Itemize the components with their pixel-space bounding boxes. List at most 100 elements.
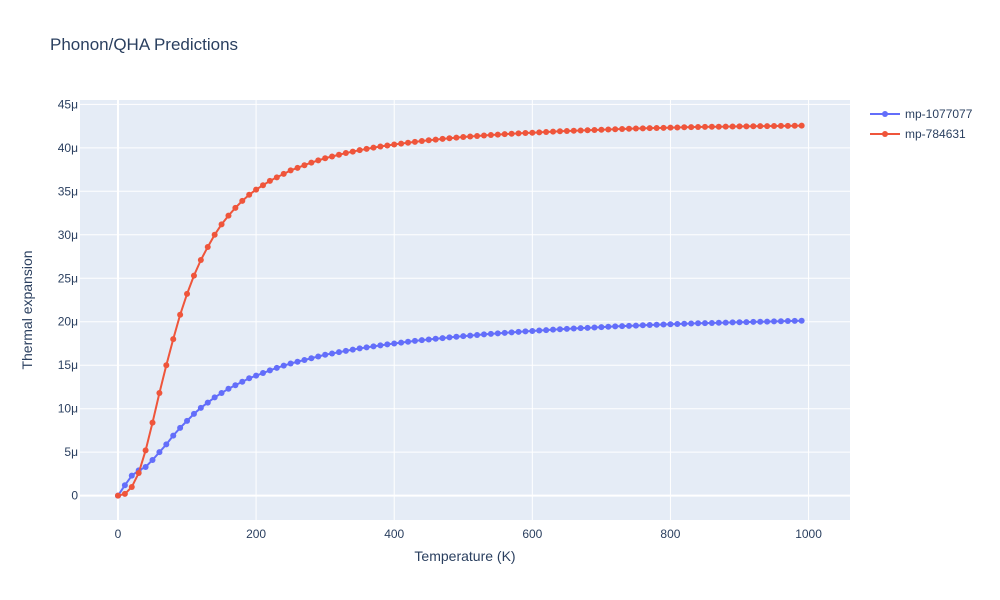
data-point[interactable] [190,272,197,279]
data-point[interactable] [128,472,135,479]
data-point[interactable] [736,123,743,130]
series-mp-1077077[interactable] [114,317,805,499]
data-point[interactable] [612,126,619,133]
data-point[interactable] [660,124,667,131]
data-point[interactable] [591,127,598,133]
data-point[interactable] [494,330,501,337]
data-point[interactable] [114,492,121,499]
data-point[interactable] [757,318,764,325]
data-point[interactable] [791,122,798,129]
data-point[interactable] [543,129,550,135]
data-point[interactable] [529,129,536,136]
data-point[interactable] [418,138,425,145]
data-point[interactable] [653,321,660,328]
data-point[interactable] [197,257,204,263]
data-point[interactable] [370,144,377,151]
data-point[interactable] [543,327,550,334]
data-point[interactable] [439,335,446,342]
data-point[interactable] [418,337,425,344]
data-point[interactable] [695,320,702,327]
data-point[interactable] [550,128,557,135]
data-point[interactable] [646,125,653,132]
data-point[interactable] [342,347,349,354]
data-point[interactable] [253,372,260,379]
data-point[interactable] [384,341,391,348]
data-point[interactable] [515,328,522,335]
data-point[interactable] [487,330,494,337]
data-point[interactable] [322,155,329,162]
data-point[interactable] [771,318,778,325]
data-point[interactable] [563,128,570,135]
data-point[interactable] [142,447,149,454]
data-point[interactable] [494,131,501,138]
data-point[interactable] [529,327,536,334]
data-point[interactable] [508,130,515,137]
data-point[interactable] [211,394,218,401]
data-point[interactable] [349,346,356,353]
data-point[interactable] [398,140,405,147]
data-point[interactable] [384,142,391,149]
data-point[interactable] [688,124,695,131]
data-point[interactable] [453,333,460,340]
data-point[interactable] [667,124,674,131]
data-point[interactable] [405,338,412,345]
data-point[interactable] [177,311,184,318]
data-point[interactable] [632,322,639,329]
data-point[interactable] [218,221,225,228]
data-point[interactable] [708,319,715,326]
data-point[interactable] [391,340,398,347]
data-point[interactable] [536,129,543,136]
data-point[interactable] [701,123,708,130]
data-point[interactable] [784,122,791,129]
data-point[interactable] [715,319,722,326]
data-point[interactable] [598,324,605,331]
data-point[interactable] [771,123,778,129]
data-point[interactable] [349,148,356,155]
data-point[interactable] [405,139,412,146]
data-point[interactable] [329,350,336,357]
data-point[interactable] [715,123,722,130]
data-point[interactable] [480,331,487,338]
data-point[interactable] [170,432,177,439]
data-point[interactable] [522,130,529,137]
data-point[interactable] [432,136,439,143]
data-point[interactable] [363,344,370,351]
data-point[interactable] [335,349,342,356]
data-point[interactable] [156,390,163,397]
data-point[interactable] [411,138,418,145]
data-point[interactable] [177,424,184,431]
data-point[interactable] [287,167,294,174]
data-point[interactable] [501,131,508,138]
data-point[interactable] [632,125,639,132]
data-point[interactable] [218,390,225,397]
data-point[interactable] [570,325,577,332]
data-point[interactable] [294,164,301,171]
data-point[interactable] [626,322,633,329]
data-point[interactable] [398,339,405,346]
data-point[interactable] [446,334,453,341]
data-point[interactable] [184,417,191,424]
data-point[interactable] [729,319,736,326]
data-point[interactable] [239,378,246,385]
data-point[interactable] [246,375,253,382]
data-point[interactable] [612,323,619,330]
data-point[interactable] [253,186,260,193]
data-point[interactable] [577,127,584,134]
data-point[interactable] [522,328,529,335]
data-point[interactable] [308,355,315,362]
data-point[interactable] [315,157,322,164]
data-point[interactable] [204,243,211,250]
data-point[interactable] [688,320,695,327]
data-point[interactable] [260,182,266,189]
data-point[interactable] [239,197,246,204]
data-point[interactable] [121,482,128,489]
data-point[interactable] [563,325,570,332]
data-point[interactable] [197,404,204,411]
data-point[interactable] [149,457,156,463]
data-point[interactable] [653,125,660,131]
data-point[interactable] [287,360,294,367]
data-point[interactable] [639,125,646,132]
data-point[interactable] [674,124,681,131]
data-point[interactable] [356,147,363,154]
data-point[interactable] [301,162,308,169]
